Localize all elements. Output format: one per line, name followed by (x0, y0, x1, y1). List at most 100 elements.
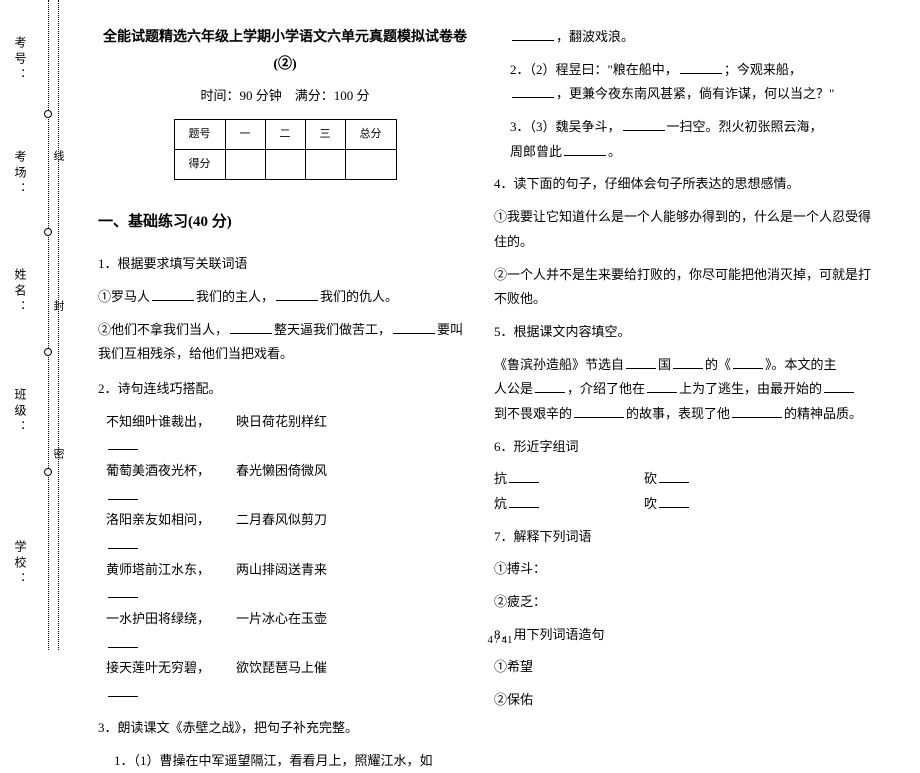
q3-cont2: 2．（2）程昱曰："粮在船中， ；今观来船， ，更兼今夜东南风甚紧，倘有诈谋，何以… (510, 58, 872, 107)
blank (108, 584, 138, 598)
text: 2．（2）程昱曰："粮在船中， (510, 62, 678, 77)
blank (512, 84, 554, 98)
blank (230, 320, 272, 334)
blank (626, 355, 656, 369)
text: 砍 (644, 471, 657, 486)
blank (733, 355, 763, 369)
text: 我们互相残杀，给他们当把戏看。 (98, 346, 293, 361)
blank (564, 142, 606, 156)
pair-row: 黄师塔前江水东， 两山排闼送青来 (106, 558, 472, 607)
score-table: 题号 一 二 三 总分 得分 (174, 119, 397, 180)
column-left: 全能试题精选六年级上学期小学语文六单元真题模拟试卷卷(②) 时间：90 分钟 满… (90, 0, 490, 650)
blank (108, 486, 138, 500)
text: 两山排闼送青来 (236, 558, 327, 607)
text: 抗 (494, 471, 507, 486)
q1-line2: ②他们不拿我们当人， 整天逼我们做苦工， 要叫 我们互相残杀，给他们当把戏看。 (98, 318, 472, 367)
column-right: ，翻波戏浪。 2．（2）程昱曰："粮在船中， ；今观来船， ，更兼今夜东南风甚紧，… (490, 0, 890, 650)
q4-1: ①我要让它知道什么是一个人能够办得到的，什么是一个人忍受得住的。 (494, 205, 872, 254)
text: ①罗马人 (98, 289, 150, 304)
td-blank (305, 149, 345, 179)
text: 一扫空。烈火初张照云海， (667, 119, 823, 134)
th: 二 (265, 119, 305, 149)
blank (673, 355, 703, 369)
blank (393, 320, 435, 334)
binding-dot (44, 348, 52, 356)
q5-label: 5．根据课文内容填空。 (494, 320, 872, 345)
pair-row: 接天莲叶无穷碧， 欲饮琵琶马上催 (106, 656, 472, 705)
binding-char-secret: 密 (50, 448, 66, 459)
blank (512, 27, 554, 41)
text: 洛阳亲友如相问， (106, 512, 210, 527)
binding-margin: 考号： 线 考场： 姓名： 封 班级： 密 学校： (0, 0, 80, 650)
text: 黄师塔前江水东， (106, 562, 210, 577)
q3-cont1: ，翻波戏浪。 (510, 25, 872, 50)
table-row: 题号 一 二 三 总分 (174, 119, 396, 149)
text: 《鲁滨孙造船》节选自 (494, 357, 624, 372)
binding-line-1 (48, 0, 49, 650)
q5-body: 《鲁滨孙造船》节选自 国 的《 》。本文的主 人公是 ，介绍了他在 上为了逃生，由最开始的… (494, 353, 872, 427)
blank (509, 494, 539, 508)
q1-label: 1．根据要求填写关联词语 (98, 252, 472, 277)
text: ，更兼今夜东南风甚紧，倘有诈谋，何以当之？" (556, 86, 834, 101)
binding-dot (44, 468, 52, 476)
binding-char-seal: 封 (50, 300, 66, 311)
q7-2: ②疲乏： (494, 590, 872, 615)
text: 二月春风似剪刀 (236, 508, 327, 557)
table-row: 得分 (174, 149, 396, 179)
text: 的精神品质。 (784, 406, 862, 421)
text: ②他们不拿我们当人， (98, 322, 228, 337)
text: 一水护田将绿绕， (106, 611, 210, 626)
blank (680, 60, 722, 74)
q3-cont3: 3．（3）魏吴争斗，一扫空。烈火初张照云海， 周郎曾此。 (510, 115, 872, 164)
q3-1: 1．（1）曹操在中军遥望隔江，看看月上，照耀江水，如 (114, 749, 472, 773)
th: 题号 (174, 119, 225, 149)
q7-label: 7．解释下列词语 (494, 525, 872, 550)
td-blank (345, 149, 396, 179)
binding-char-line: 线 (50, 150, 66, 161)
binding-dot (44, 110, 52, 118)
td-blank (265, 149, 305, 179)
text: 3．（3）魏吴争斗， (510, 119, 621, 134)
text: ；今观来船， (724, 62, 802, 77)
q2-label: 2．诗句连线巧搭配。 (98, 377, 472, 402)
blank (108, 436, 138, 450)
text: 葡萄美酒夜光杯， (106, 463, 210, 478)
text: 映日荷花别样红 (236, 410, 327, 459)
text: 一片冰心在玉壶 (236, 607, 327, 656)
text: 上为了逃生，由最开始的 (679, 381, 822, 396)
q8-1: ①希望 (494, 655, 872, 680)
pair-row: 葡萄美酒夜光杯， 春光懒困倚微风 (106, 459, 472, 508)
q3-label: 3．朗读课文《赤壁之战》，把句子补充完整。 (98, 716, 472, 741)
text: 人公是 (494, 381, 533, 396)
binding-label-class: 班级： (12, 388, 29, 436)
pair-row: 一水护田将绿绕， 一片冰心在玉壶 (106, 607, 472, 656)
q7-1: ①搏斗： (494, 557, 872, 582)
text: 的故事，表现了他 (626, 406, 730, 421)
binding-label-name: 姓名： (12, 268, 29, 316)
text: ，介绍了他在 (567, 381, 645, 396)
blank (574, 404, 624, 418)
binding-dot (44, 228, 52, 236)
text: 要叫 (437, 322, 463, 337)
text: 国 (658, 357, 671, 372)
text: 欲饮琵琶马上催 (236, 656, 327, 705)
text: 春光懒困倚微风 (236, 459, 327, 508)
text: 我们的仇人。 (320, 289, 398, 304)
binding-label-examno: 考号： (12, 36, 29, 84)
q4-label: 4．读下面的句子，仔细体会句子所表达的思想感情。 (494, 172, 872, 197)
binding-label-room: 考场： (12, 150, 29, 198)
th: 一 (225, 119, 265, 149)
blank (108, 683, 138, 697)
blank (535, 379, 565, 393)
blank (659, 494, 689, 508)
text: 吹 (644, 496, 657, 511)
text: 》。本文的主 (765, 357, 837, 372)
th: 三 (305, 119, 345, 149)
page-body: 全能试题精选六年级上学期小学语文六单元真题模拟试卷卷(②) 时间：90 分钟 满… (90, 0, 910, 650)
exam-title: 全能试题精选六年级上学期小学语文六单元真题模拟试卷卷(②) (98, 25, 472, 78)
text: 接天莲叶无穷碧， (106, 660, 210, 675)
text: 整天逼我们做苦工， (274, 322, 391, 337)
text: 我们的主人， (196, 289, 274, 304)
text: 的《 (705, 357, 731, 372)
blank (647, 379, 677, 393)
